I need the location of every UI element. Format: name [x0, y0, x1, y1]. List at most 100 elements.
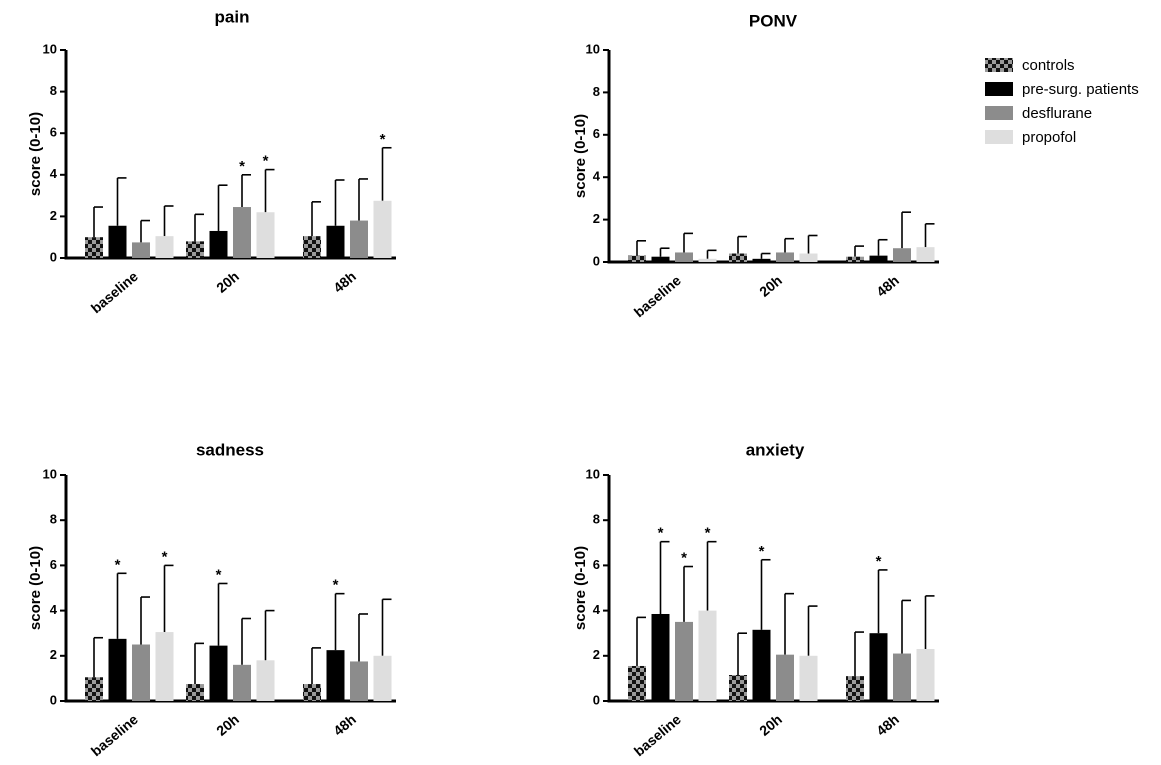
bar-desflurane-20h [776, 654, 794, 701]
bar-controls-20h [186, 684, 204, 701]
bar-pre-surg-patients-20h [209, 230, 228, 258]
bar-propofol-baseline [698, 258, 717, 262]
chart-title: anxiety [746, 440, 805, 459]
bar-pre-surg-patients-baseline [108, 638, 127, 701]
bar-desflurane-baseline [675, 621, 693, 701]
bar-pre-surg-patients-48h [326, 225, 345, 258]
significance-star: * [759, 543, 765, 560]
y-tick-label: 4 [50, 166, 58, 181]
bar-pre-surg-patients-20h [752, 629, 771, 701]
bar-pre-surg-patients-20h [752, 258, 771, 262]
chart-panel-pain: pain score (0-10) 0 2 4 6 8 10 baseline * * 20h * 48h [27, 7, 396, 316]
bar-desflurane-20h [233, 664, 251, 701]
y-tick-label: 6 [593, 126, 600, 141]
x-tick-label-48h: 48h [330, 711, 359, 739]
bar-propofol-20h [799, 253, 818, 262]
bar-controls-20h [729, 253, 747, 262]
bar-desflurane-baseline [132, 242, 150, 258]
significance-star: * [380, 131, 386, 148]
y-tick-label: 6 [593, 557, 600, 572]
x-tick-label-20h: 20h [756, 711, 785, 739]
bar-controls-48h [846, 256, 864, 262]
y-tick-label: 10 [586, 41, 600, 56]
chart-panel-ponv: PONV score (0-10) 0 2 4 6 8 10 baseline 20h 48h [572, 11, 939, 320]
x-tick-label-baseline: baseline [88, 711, 141, 759]
legend-swatch-propofol [985, 130, 1013, 144]
bar-propofol-20h [799, 655, 818, 701]
y-tick-label: 2 [50, 208, 57, 223]
legend-swatch-controls [985, 58, 1013, 72]
y-tick-label: 6 [50, 125, 57, 140]
x-tick-label-baseline: baseline [631, 711, 684, 759]
x-tick-label-20h: 20h [756, 272, 785, 300]
legend-label: controls [1022, 57, 1075, 74]
legend-swatch-pre-surg-patients [985, 82, 1013, 96]
y-tick-label: 2 [593, 647, 600, 662]
bar-pre-surg-patients-48h [869, 633, 888, 701]
y-tick-label: 8 [593, 512, 600, 527]
bar-controls-48h [846, 676, 864, 701]
bar-pre-surg-patients-48h [869, 255, 888, 262]
y-axis-label: score (0-10) [27, 112, 44, 196]
bar-controls-20h [729, 675, 747, 701]
significance-star: * [658, 525, 664, 542]
y-tick-label: 10 [43, 41, 57, 56]
bar-pre-surg-patients-baseline [108, 225, 127, 258]
legend: controls pre-surg. patients desflurane prop… [985, 57, 1139, 146]
significance-star: * [263, 153, 269, 170]
y-tick-label: 6 [50, 557, 57, 572]
x-tick-label-20h: 20h [213, 711, 242, 739]
bar-desflurane-48h [893, 653, 911, 701]
bar-propofol-48h [916, 649, 935, 701]
bar-controls-48h [303, 236, 321, 258]
y-tick-label: 8 [593, 84, 600, 99]
bar-controls-20h [186, 241, 204, 258]
y-tick-label: 10 [43, 466, 57, 481]
significance-star: * [162, 548, 168, 565]
y-tick-label: 0 [50, 692, 57, 707]
bar-controls-baseline [85, 677, 103, 701]
x-tick-label-48h: 48h [873, 711, 902, 739]
legend-swatch-desflurane [985, 106, 1013, 120]
bar-desflurane-baseline [132, 644, 150, 701]
chart-title: pain [215, 7, 250, 26]
y-tick-label: 8 [50, 83, 57, 98]
x-tick-label-baseline: baseline [88, 268, 141, 316]
y-axis-label: score (0-10) [27, 546, 44, 630]
significance-star: * [705, 525, 711, 542]
y-tick-label: 8 [50, 512, 57, 527]
significance-star: * [333, 577, 339, 594]
legend-label: desflurane [1022, 105, 1092, 122]
y-tick-label: 0 [593, 692, 600, 707]
legend-label: propofol [1022, 129, 1076, 146]
y-tick-label: 4 [593, 602, 601, 617]
y-tick-label: 2 [593, 211, 600, 226]
bar-propofol-baseline [698, 610, 717, 701]
x-tick-label-baseline: baseline [631, 272, 684, 320]
bar-controls-baseline [85, 237, 103, 258]
bar-propofol-48h [916, 247, 935, 262]
bar-desflurane-48h [350, 661, 368, 701]
bar-desflurane-48h [893, 248, 911, 262]
bar-propofol-baseline [155, 236, 174, 258]
bar-pre-surg-patients-baseline [651, 613, 670, 701]
bar-propofol-baseline [155, 632, 174, 701]
bar-pre-surg-patients-48h [326, 650, 345, 701]
significance-star: * [216, 566, 222, 583]
x-tick-label-48h: 48h [873, 272, 902, 300]
y-tick-label: 4 [593, 169, 601, 184]
legend-label: pre-surg. patients [1022, 81, 1139, 98]
y-axis-label: score (0-10) [572, 114, 589, 198]
chart-panel-anxiety: anxiety score (0-10) 0 2 4 6 8 10 * * * baseline * 20… [572, 440, 939, 759]
bar-controls-48h [303, 684, 321, 701]
chart-title: sadness [196, 440, 264, 459]
significance-star: * [239, 158, 245, 175]
bar-desflurane-48h [350, 220, 368, 258]
y-tick-label: 4 [50, 602, 58, 617]
bar-propofol-20h [256, 660, 275, 701]
significance-star: * [115, 556, 121, 573]
y-axis-label: score (0-10) [572, 546, 589, 630]
bar-pre-surg-patients-baseline [651, 256, 670, 262]
